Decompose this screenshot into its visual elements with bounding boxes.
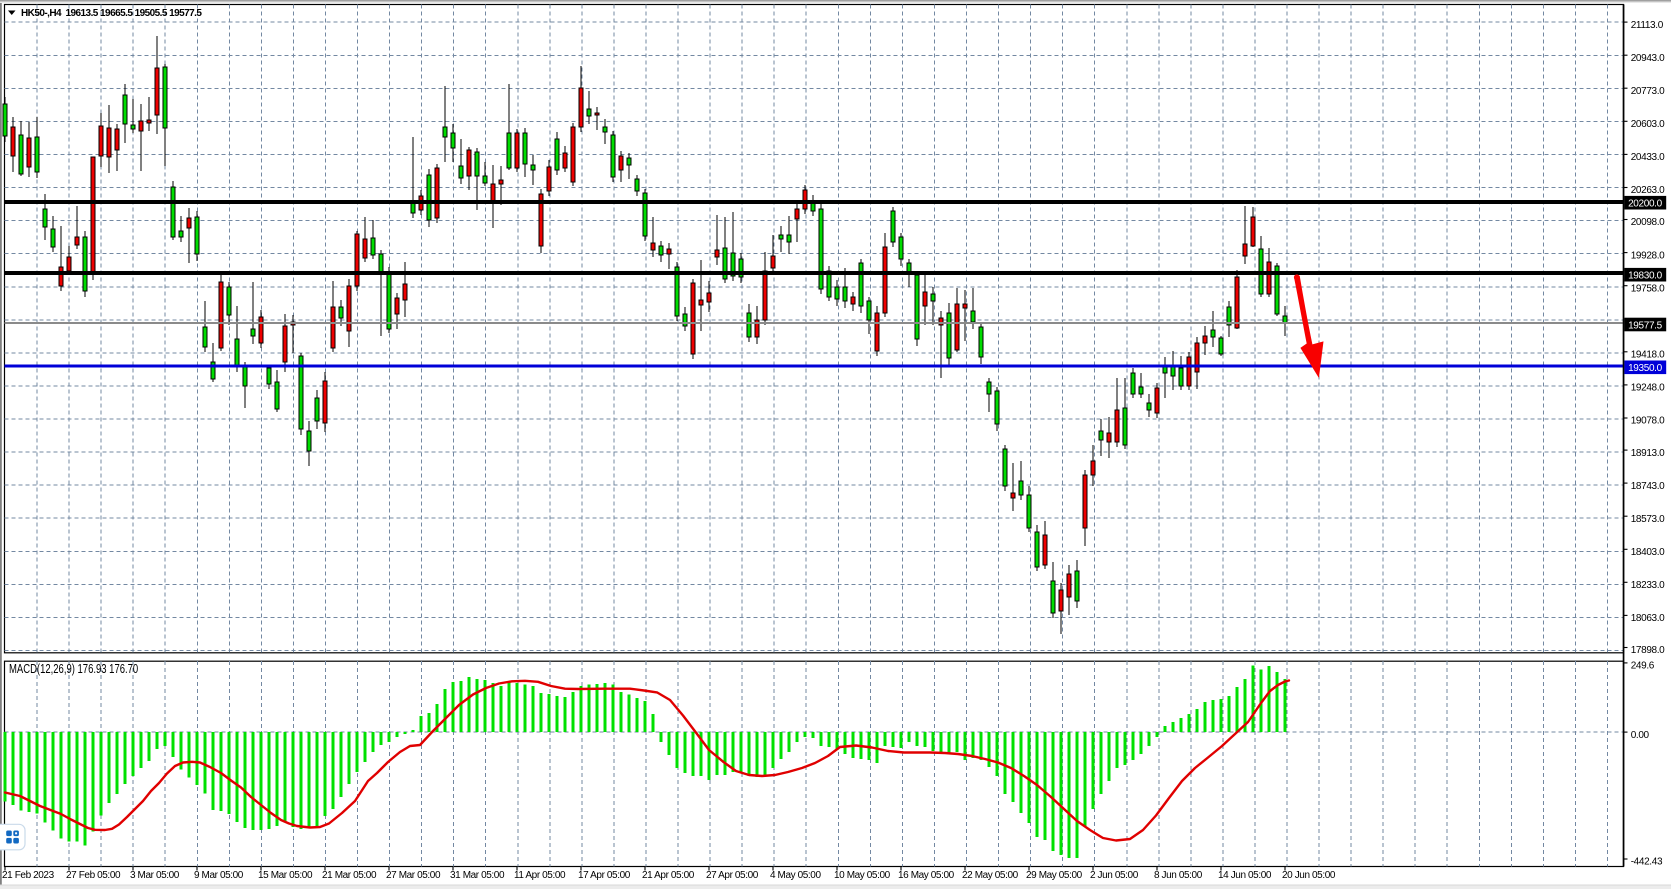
- svg-text:22 May 05:00: 22 May 05:00: [962, 870, 1019, 881]
- svg-text:20098.0: 20098.0: [1631, 217, 1665, 228]
- svg-text:20 Jun 05:00: 20 Jun 05:00: [1282, 870, 1336, 881]
- svg-text:18063.0: 18063.0: [1631, 613, 1665, 624]
- svg-text:27 Feb 05:00: 27 Feb 05:00: [66, 870, 121, 881]
- svg-text:19418.0: 19418.0: [1631, 350, 1665, 361]
- svg-text:20263.0: 20263.0: [1631, 185, 1665, 196]
- svg-text:19928.0: 19928.0: [1631, 250, 1665, 261]
- svg-text:17898.0: 17898.0: [1631, 645, 1665, 656]
- svg-text:9 Mar 05:00: 9 Mar 05:00: [194, 870, 244, 881]
- svg-text:18573.0: 18573.0: [1631, 514, 1665, 525]
- svg-text:20200.0: 20200.0: [1628, 199, 1662, 210]
- svg-text:2 Jun 05:00: 2 Jun 05:00: [1090, 870, 1139, 881]
- svg-text:21113.0: 21113.0: [1631, 20, 1664, 31]
- svg-text:18403.0: 18403.0: [1631, 547, 1665, 558]
- svg-text:18743.0: 18743.0: [1631, 481, 1665, 492]
- svg-text:19248.0: 19248.0: [1631, 383, 1665, 394]
- svg-text:19758.0: 19758.0: [1631, 283, 1665, 294]
- svg-text:15 Mar 05:00: 15 Mar 05:00: [258, 870, 313, 881]
- svg-text:MACD(12,26,9) 176.93 176.70: MACD(12,26,9) 176.93 176.70: [9, 663, 138, 677]
- svg-text:21 Mar 05:00: 21 Mar 05:00: [322, 870, 377, 881]
- svg-text:27 Apr 05:00: 27 Apr 05:00: [706, 870, 759, 881]
- svg-text:0.00: 0.00: [1631, 730, 1650, 741]
- svg-text:19350.0: 19350.0: [1628, 363, 1662, 374]
- svg-text:19078.0: 19078.0: [1631, 416, 1665, 427]
- svg-text:19830.0: 19830.0: [1628, 271, 1662, 282]
- svg-text:4 May 05:00: 4 May 05:00: [770, 870, 821, 881]
- svg-text:21 Apr 05:00: 21 Apr 05:00: [642, 870, 695, 881]
- svg-text:249.6: 249.6: [1631, 661, 1655, 672]
- svg-text:HK50-,H4 19613.5 19665.5 1950: HK50-,H4 19613.5 19665.5 19505.5 19577.5: [21, 8, 202, 19]
- svg-text:11 Apr 05:00: 11 Apr 05:00: [514, 870, 566, 881]
- svg-text:20773.0: 20773.0: [1631, 86, 1665, 97]
- svg-text:10 May 05:00: 10 May 05:00: [834, 870, 891, 881]
- svg-text:18913.0: 18913.0: [1631, 448, 1665, 459]
- svg-text:27 Mar 05:00: 27 Mar 05:00: [386, 870, 441, 881]
- svg-text:20433.0: 20433.0: [1631, 152, 1665, 163]
- svg-text:14 Jun 05:00: 14 Jun 05:00: [1218, 870, 1272, 881]
- svg-text:-442.43: -442.43: [1631, 857, 1663, 868]
- svg-text:18233.0: 18233.0: [1631, 580, 1665, 591]
- svg-text:20943.0: 20943.0: [1631, 53, 1665, 64]
- svg-text:19577.5: 19577.5: [1628, 320, 1662, 331]
- svg-text:29 May 05:00: 29 May 05:00: [1026, 870, 1083, 881]
- svg-text:21 Feb 2023: 21 Feb 2023: [2, 870, 55, 881]
- svg-text:31 Mar 05:00: 31 Mar 05:00: [450, 870, 505, 881]
- svg-text:20603.0: 20603.0: [1631, 119, 1665, 130]
- svg-text:8 Jun 05:00: 8 Jun 05:00: [1154, 870, 1203, 881]
- svg-text:3 Mar 05:00: 3 Mar 05:00: [130, 870, 180, 881]
- svg-text:17 Apr 05:00: 17 Apr 05:00: [578, 870, 631, 881]
- svg-text:16 May 05:00: 16 May 05:00: [898, 870, 955, 881]
